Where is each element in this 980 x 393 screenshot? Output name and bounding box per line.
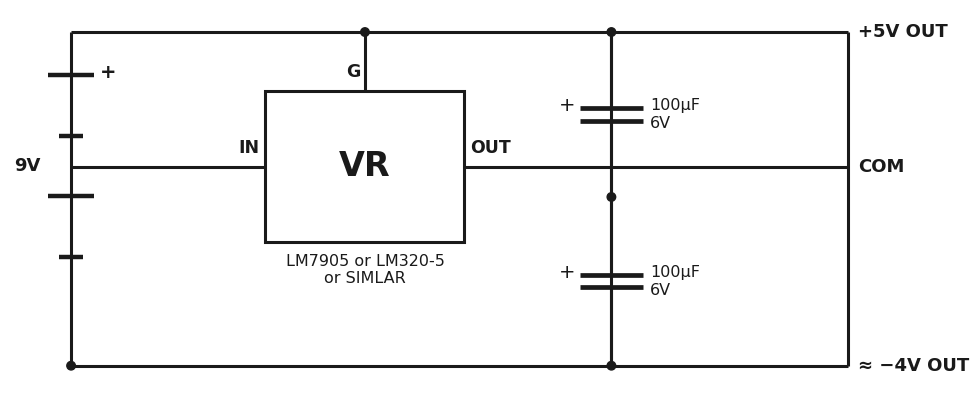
Circle shape <box>361 28 369 36</box>
Text: COM: COM <box>858 158 905 176</box>
Bar <box>266 91 465 242</box>
Circle shape <box>67 362 75 370</box>
Text: +: + <box>100 63 116 82</box>
Text: IN: IN <box>238 139 260 157</box>
Text: 100μF
6V: 100μF 6V <box>651 98 701 131</box>
Text: LM7905 or LM320-5
or SIMLAR: LM7905 or LM320-5 or SIMLAR <box>285 254 444 286</box>
Text: G: G <box>346 63 361 81</box>
Text: +: + <box>559 263 575 282</box>
Text: ≈ −4V OUT: ≈ −4V OUT <box>858 357 969 375</box>
Circle shape <box>608 28 615 36</box>
Circle shape <box>608 193 615 201</box>
Text: 9V: 9V <box>15 157 41 175</box>
Text: +: + <box>559 96 575 115</box>
Circle shape <box>608 362 615 370</box>
Text: OUT: OUT <box>470 139 511 157</box>
Text: VR: VR <box>339 150 391 183</box>
Text: +5V OUT: +5V OUT <box>858 23 948 41</box>
Text: 100μF
6V: 100μF 6V <box>651 265 701 298</box>
